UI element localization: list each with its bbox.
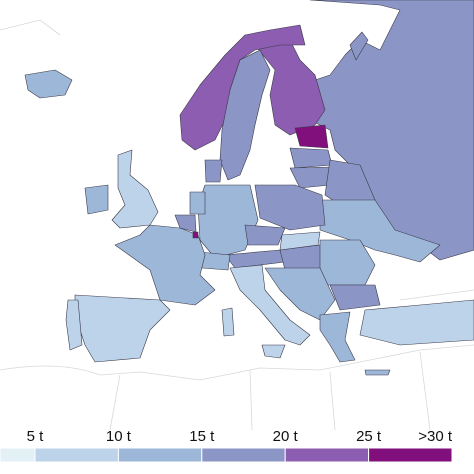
estonia (294, 124, 329, 149)
luxembourg (192, 231, 199, 239)
legend-label: 15 t (189, 428, 215, 445)
legend-label: >30 t (418, 428, 453, 445)
netherlands (189, 191, 206, 215)
novaya-zemlya (349, 31, 369, 61)
ireland (84, 184, 109, 215)
sweden (219, 49, 271, 181)
legend-swatch (368, 447, 453, 463)
legend-swatch (117, 447, 203, 463)
czechia (244, 224, 286, 246)
legend-label: 10 t (106, 428, 132, 445)
legend-label: 25 t (356, 428, 382, 445)
crete (364, 369, 391, 376)
italy (229, 264, 311, 346)
ukraine (319, 199, 441, 263)
poland (254, 184, 326, 231)
finland (254, 39, 326, 136)
slovakia (279, 231, 321, 251)
legend-label: 20 t (273, 428, 299, 445)
portugal (65, 299, 83, 351)
outside-borders (0, 19, 474, 431)
sicily (261, 344, 286, 359)
sardinia (221, 307, 235, 337)
legend-swatch (284, 447, 370, 463)
legend: 5 t 10 t 15 t 20 t 25 t >30 t (0, 428, 453, 463)
greece (319, 311, 356, 363)
countries (24, 0, 474, 376)
russia (299, 0, 474, 261)
legend-swatch (34, 447, 119, 463)
germany (197, 184, 259, 259)
legend-label: 5 t (27, 428, 45, 445)
legend-swatch (201, 447, 286, 463)
denmark (204, 159, 223, 183)
spain (74, 294, 171, 363)
bulgaria (329, 284, 381, 311)
latvia (289, 147, 333, 169)
lithuania (289, 166, 333, 189)
norway (179, 24, 306, 151)
legend-swatch (0, 447, 36, 463)
turkey (359, 299, 474, 346)
iceland (24, 69, 73, 99)
uk (111, 149, 159, 229)
